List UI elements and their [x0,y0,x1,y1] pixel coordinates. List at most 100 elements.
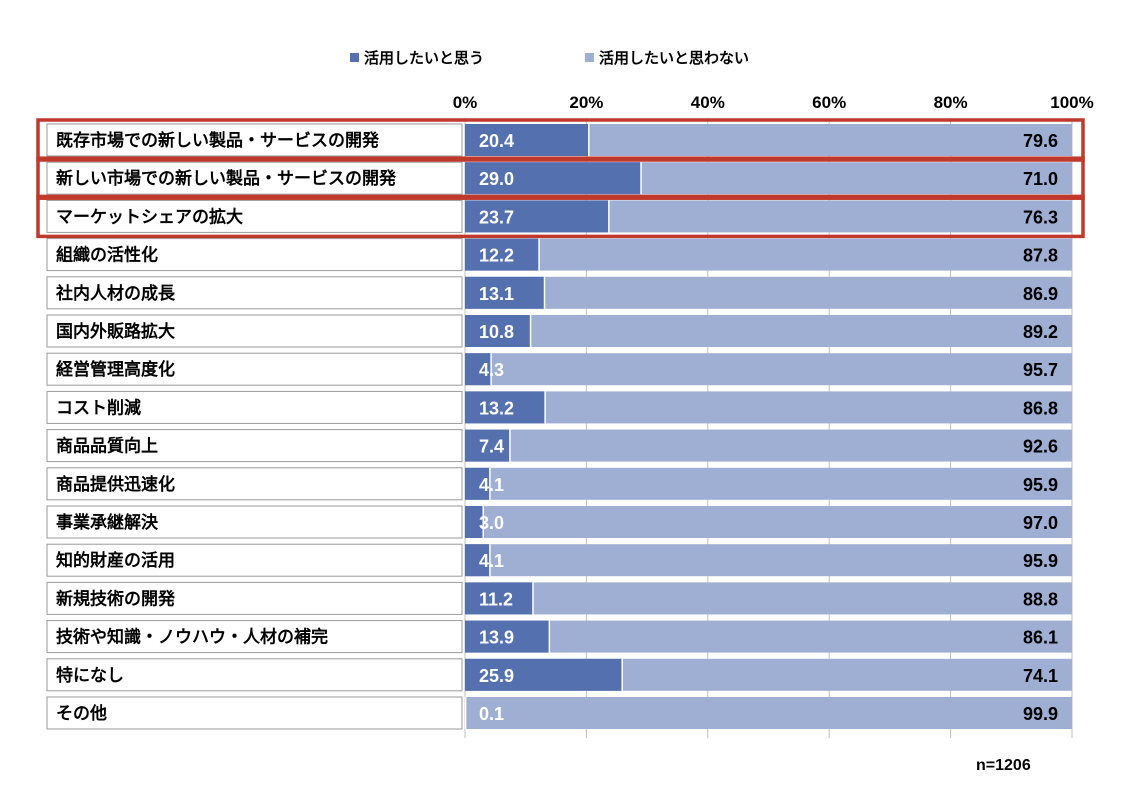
bar-segment-series-1 [465,506,1072,538]
category-label: 商品提供迅速化 [56,474,175,495]
data-label-series-1: 92.6 [1023,437,1058,457]
category-label-box [46,658,463,692]
highlight-box [36,118,1085,162]
data-label-series-1: 97.0 [1023,513,1058,533]
category-label: その他 [56,703,107,724]
data-label-series-0: 4.1 [479,475,504,495]
x-tick-label: 0% [453,93,478,112]
category-label: 組織の活性化 [56,245,158,266]
category-label-box [46,543,463,577]
data-label-series-0: 4.1 [479,551,504,571]
category-label-box [46,696,463,730]
data-label-series-1: 74.1 [1023,666,1058,686]
bar-segment-series-1 [465,620,1072,653]
bar-segment-series-0 [465,429,510,462]
data-label-series-1: 88.8 [1023,589,1058,609]
data-label-series-1: 79.6 [1023,131,1058,151]
category-label-box [46,238,463,272]
bar-rows: 既存市場での新しい製品・サービスの開発 20.4 79.6 新しい市場での新しい製品・… [46,123,1072,730]
category-row: 商品品質向上 7.4 92.6 [46,429,1072,463]
category-row: 新しい市場での新しい製品・サービスの開発 29.0 71.0 [46,161,1072,195]
bar-segment-series-0 [465,162,642,195]
bar-segment-series-0 [465,200,609,233]
bar-segment-series-0 [465,620,550,653]
data-label-series-1: 99.9 [1023,704,1058,724]
category-label: マーケットシェアの拡大 [56,206,243,227]
bar-segment-series-0 [465,353,492,386]
category-label-box [46,505,463,539]
category-label-box [46,314,463,348]
category-label-box [46,620,463,654]
category-label: 商品品質向上 [56,436,158,457]
legend-label-series-1: 活用したいと思わない [599,49,749,67]
data-label-series-1: 86.1 [1023,628,1058,648]
category-label-box [46,581,463,615]
category-label: 新しい市場での新しい製品・サービスの開発 [56,168,397,189]
bar-segment-series-0 [465,658,623,691]
category-label: 事業承継解決 [56,512,159,533]
category-label: 経営管理高度化 [56,359,175,380]
category-label-box [46,276,463,310]
category-label: 技術や知識・ノウハウ・人材の補完 [56,627,328,648]
data-label-series-1: 86.8 [1023,398,1058,418]
bar-segment-series-0 [465,238,540,271]
data-label-series-0: 23.7 [479,207,514,227]
category-row: 知的財産の活用 4.1 95.9 [46,543,1072,577]
category-label: 知的財産の活用 [55,550,175,571]
category-row: 事業承継解決 3.0 97.0 [46,505,1072,539]
category-label-box [46,161,463,195]
data-label-series-1: 89.2 [1023,322,1058,342]
category-label: 社内人材の成長 [55,283,176,304]
category-label: 国内外販路拡大 [56,321,175,342]
legend-label-series-0: 活用したいと思う [364,49,484,67]
data-label-series-0: 11.2 [479,589,513,609]
bar-segment-series-0 [465,391,546,424]
x-tick-label: 100% [1050,93,1093,112]
data-label-series-0: 7.4 [479,437,504,457]
category-row: 新規技術の開発 11.2 88.8 [46,581,1072,615]
data-label-series-0: 3.0 [479,513,504,533]
x-axis-ticks: 0% 20% 40% 60% 80% 100% [453,93,1094,112]
data-label-series-0: 13.9 [479,628,514,648]
category-row: 既存市場での新しい製品・サービスの開発 20.4 79.6 [46,123,1072,157]
sample-size-note: n=1206 [976,757,1031,774]
data-label-series-1: 86.9 [1023,284,1058,304]
bar-segment-series-1 [465,238,1072,271]
category-row: 社内人材の成長 13.1 86.9 [46,276,1072,310]
bar-segment-series-0 [465,276,545,309]
highlight-boxes [36,118,1085,239]
bar-segment-series-1 [465,582,1072,615]
data-label-series-0: 12.2 [479,246,514,266]
category-label-box [46,352,463,386]
bar-segment-series-1 [465,315,1072,347]
bar-segment-series-1 [465,544,1072,577]
data-label-series-1: 71.0 [1023,169,1058,189]
bar-segment-series-0 [465,315,531,347]
x-tick-label: 20% [569,93,603,112]
category-label: 既存市場での新しい製品・サービスの開発 [56,130,380,151]
category-label-box [46,199,463,233]
data-label-series-1: 76.3 [1023,207,1058,227]
bar-segment-series-0 [465,124,589,156]
data-label-series-0: 29.0 [479,169,514,189]
bar-segment-series-1 [465,353,1072,386]
bar-segment-series-1 [465,697,1072,729]
data-label-series-1: 95.9 [1023,475,1058,495]
bar-segment-series-0 [465,544,490,577]
bar-segment-series-0 [465,582,533,615]
legend-swatch-series-1 [585,53,594,62]
data-label-series-0: 25.9 [479,666,514,686]
legend-swatch-series-0 [350,53,359,62]
bar-segment-series-1 [465,467,1072,500]
bar-segment-series-0 [465,467,490,500]
category-row: 経営管理高度化 4.3 95.7 [46,352,1072,386]
bar-segment-series-0 [465,506,484,538]
bar-segment-series-1 [465,429,1072,462]
legend: 活用したいと思う 活用したいと思わない [350,49,749,67]
data-label-series-0: 13.2 [479,398,514,418]
category-label-box [46,123,463,157]
x-tick-label: 40% [691,93,725,112]
data-label-series-0: 4.3 [479,360,504,380]
category-label-box [46,429,463,463]
